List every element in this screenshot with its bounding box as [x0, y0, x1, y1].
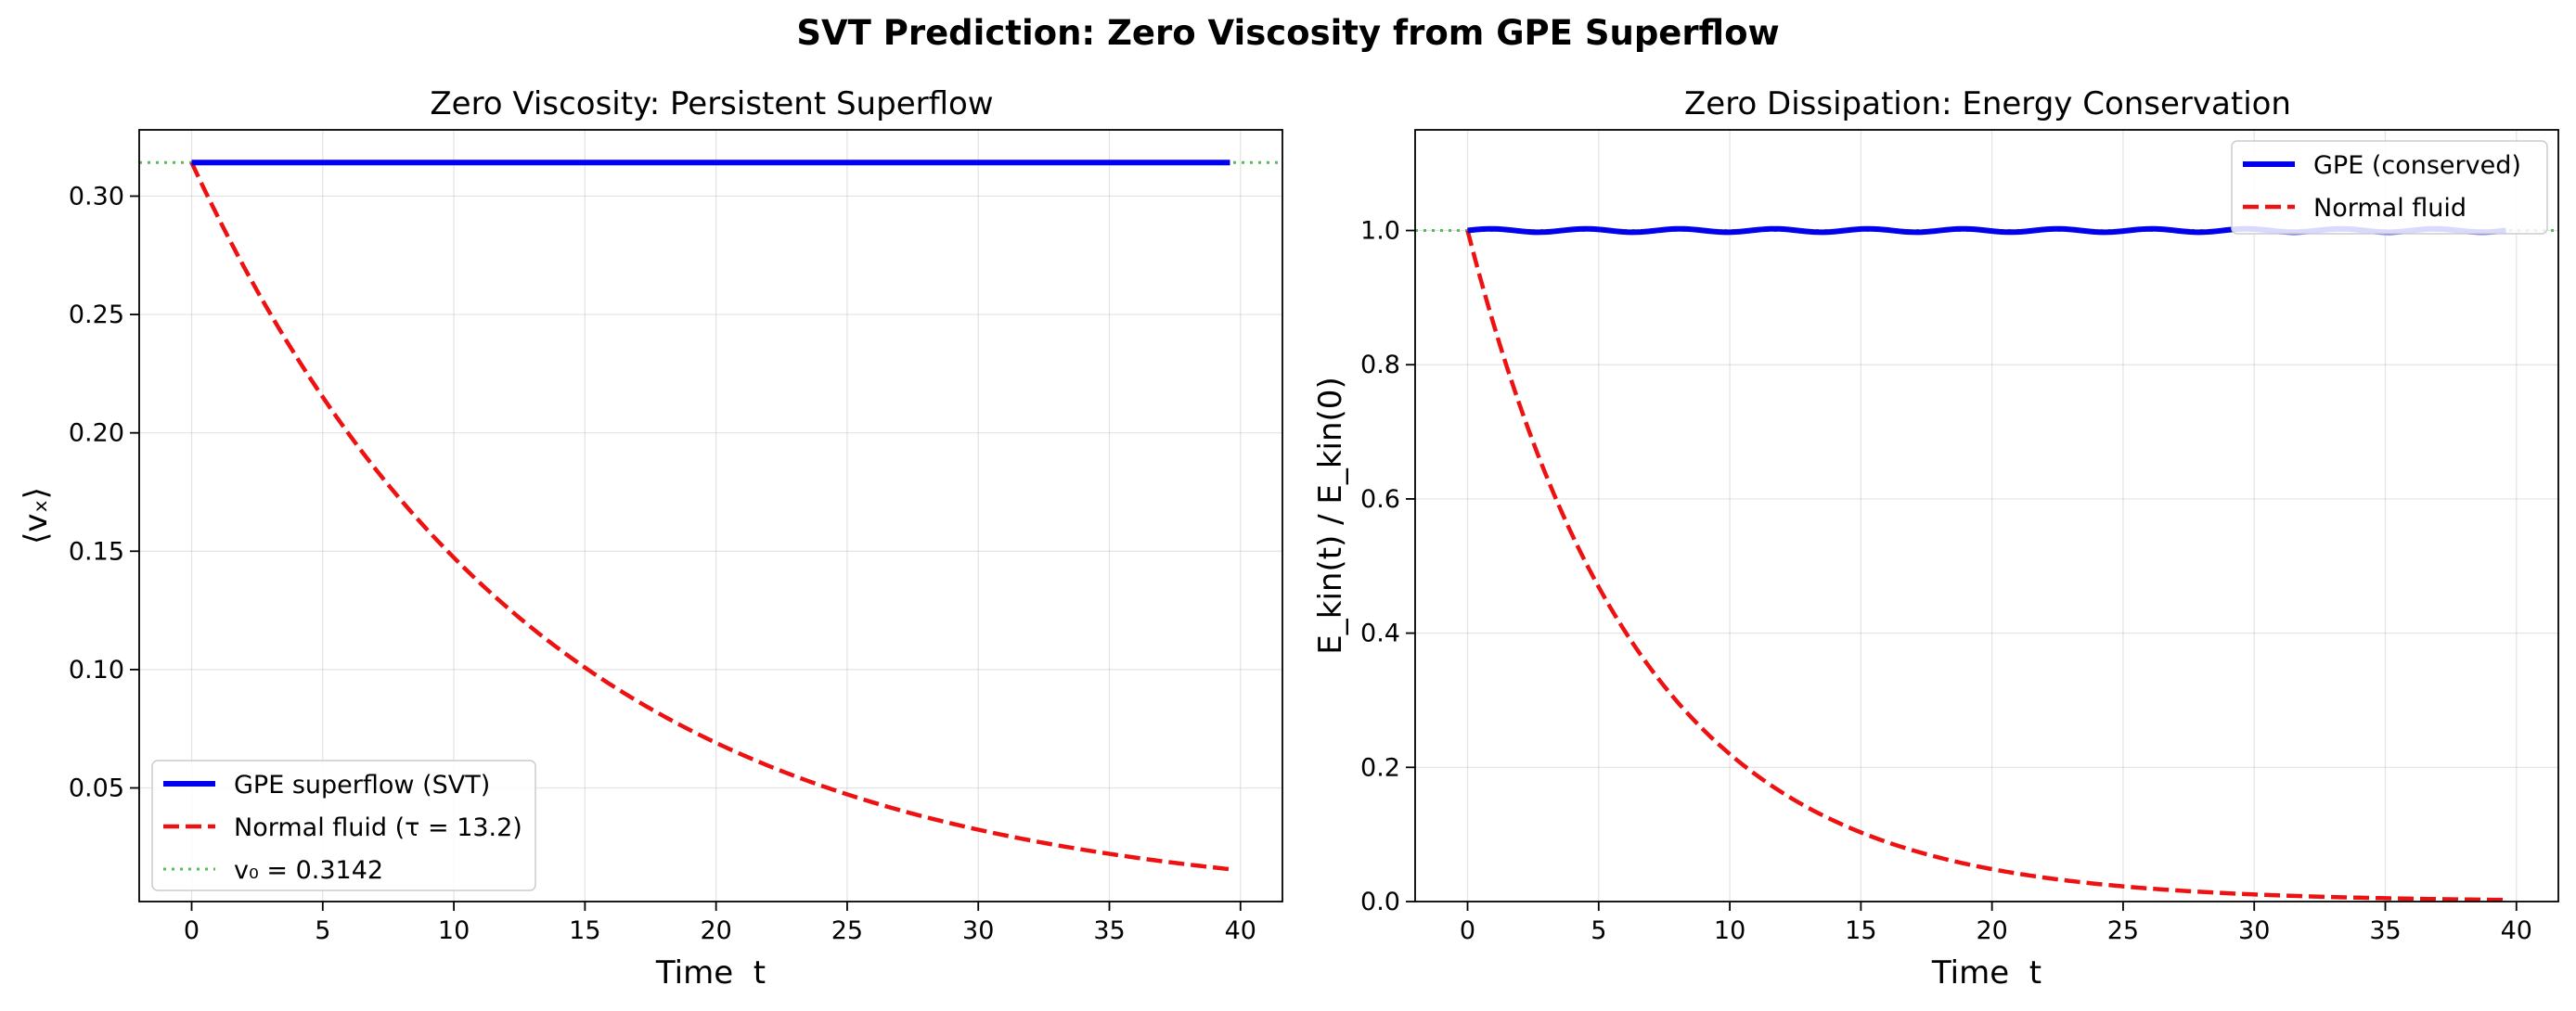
x-axis-label: Time t	[655, 954, 766, 992]
y-axis-label: ⟨vₓ⟩	[18, 487, 55, 544]
legend: GPE superflow (SVT) Normal fluid (τ = 13.…	[151, 760, 536, 891]
x-tick-label: 25	[831, 916, 863, 945]
x-tick-label: 5	[1591, 916, 1606, 945]
y-tick-label: 0.0	[1360, 888, 1400, 916]
y-tick-label: 0.10	[69, 656, 124, 685]
x-tick-label: 30	[2238, 916, 2270, 945]
legend-label: v₀ = 0.3142	[234, 856, 383, 885]
plot-title: Zero Viscosity: Persistent Superflow	[430, 85, 993, 122]
plot-title: Zero Dissipation: Energy Conservation	[1684, 85, 2291, 122]
y-tick-label: 0.25	[69, 301, 124, 329]
plot-persistent-superflow: Zero Viscosity: Persistent Superflow 0 5 1…	[18, 85, 1283, 992]
legend-box	[151, 760, 536, 891]
x-tick-label: 40	[1225, 916, 1256, 945]
x-axis-label: Time t	[1931, 954, 2041, 992]
y-tick-label: 1.0	[1360, 217, 1400, 246]
legend-label: GPE (conserved)	[2313, 151, 2521, 180]
legend-box	[2231, 140, 2548, 235]
y-axis-label: E_kin(t) / E_kin(0)	[1312, 377, 1349, 654]
y-tick-label: 0.6	[1360, 485, 1400, 514]
x-tick-label: 20	[700, 916, 731, 945]
x-tick-label: 35	[2369, 916, 2401, 945]
y-tick-label: 0.30	[69, 182, 124, 211]
legend-label: GPE superflow (SVT)	[234, 771, 490, 800]
x-tick-label: 0	[184, 916, 200, 945]
axes-frame	[138, 129, 1283, 902]
x-tick-label: 5	[315, 916, 330, 945]
series-line	[1465, 229, 2506, 902]
y-tick-label: 0.05	[69, 774, 124, 802]
series-line	[189, 161, 1230, 872]
x-tick-label: 40	[2501, 916, 2532, 945]
figure-suptitle: SVT Prediction: Zero Viscosity from GPE …	[796, 13, 1779, 53]
x-tick-label: 0	[1460, 916, 1475, 945]
legend-label: Normal fluid	[2313, 194, 2467, 223]
axes-frame	[1414, 129, 2559, 902]
y-tick-label: 0.20	[69, 419, 124, 448]
x-tick-label: 15	[569, 916, 600, 945]
y-tick-label: 0.2	[1360, 753, 1400, 782]
y-tick-label: 0.8	[1360, 351, 1400, 379]
legend-label: Normal fluid (τ = 13.2)	[234, 813, 522, 842]
x-tick-label: 35	[1093, 916, 1125, 945]
x-tick-label: 10	[438, 916, 470, 945]
x-tick-label: 20	[1976, 916, 2007, 945]
x-tick-label: 15	[1845, 916, 1876, 945]
y-tick-label: 0.15	[69, 537, 124, 566]
x-tick-label: 10	[1714, 916, 1745, 945]
x-tick-label: 25	[2107, 916, 2139, 945]
plot-energy-conservation: Zero Dissipation: Energy Conservation 0 5…	[1312, 85, 2559, 992]
y-tick-label: 0.4	[1360, 620, 1400, 648]
x-tick-label: 30	[962, 916, 994, 945]
legend: GPE (conserved) Normal fluid	[2231, 140, 2548, 235]
